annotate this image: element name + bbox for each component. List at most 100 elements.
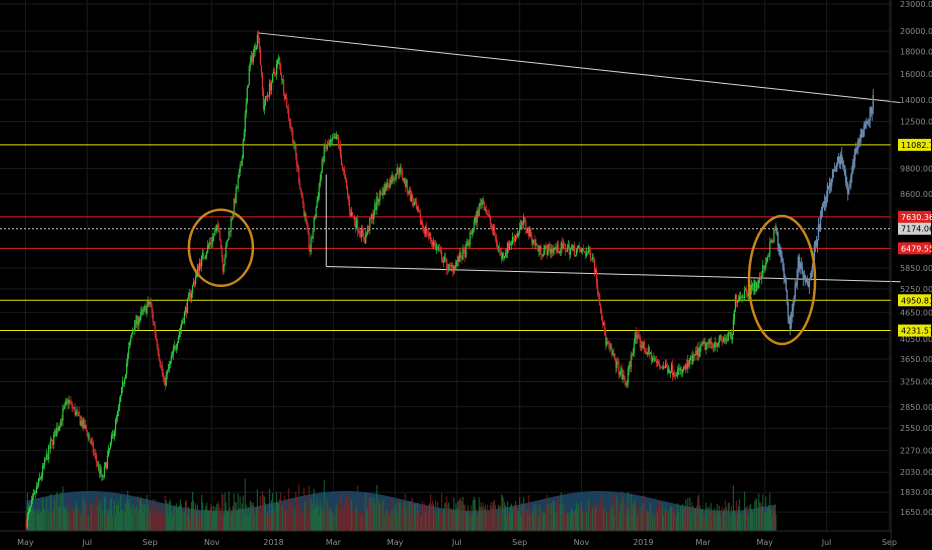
candle-body bbox=[578, 246, 581, 250]
candle-body bbox=[88, 434, 90, 440]
volume-bar bbox=[101, 510, 103, 531]
volume-bar bbox=[532, 510, 534, 531]
volume-bar bbox=[456, 507, 458, 531]
candle-body bbox=[166, 370, 168, 375]
candle-body bbox=[119, 401, 121, 407]
volume-bar bbox=[331, 512, 333, 531]
volume-bar bbox=[503, 502, 506, 531]
candle-body bbox=[459, 252, 461, 262]
projection-body bbox=[830, 178, 833, 187]
candle-body bbox=[685, 364, 687, 369]
volume-bar bbox=[223, 515, 225, 531]
volume-bar bbox=[526, 513, 528, 531]
candle-body bbox=[100, 468, 102, 477]
volume-bar bbox=[722, 511, 724, 531]
volume-bar bbox=[534, 514, 536, 531]
candle-body bbox=[149, 302, 151, 305]
projection-body bbox=[857, 140, 859, 150]
volume-bar bbox=[193, 509, 196, 531]
volume-bar bbox=[740, 512, 743, 531]
volume-bar bbox=[638, 502, 640, 531]
volume-bar bbox=[138, 510, 140, 531]
volume-bar bbox=[273, 512, 276, 531]
candle-body bbox=[449, 264, 451, 266]
candle-body bbox=[680, 369, 682, 371]
time-tick-label: Mar bbox=[326, 538, 342, 547]
candle-body bbox=[535, 243, 537, 245]
candle-body bbox=[649, 352, 651, 355]
candle-body bbox=[472, 229, 474, 234]
volume-bar bbox=[340, 494, 343, 531]
candle-body bbox=[172, 348, 174, 355]
volume-bar bbox=[481, 506, 483, 531]
projection-body bbox=[806, 279, 809, 285]
volume-bar bbox=[319, 500, 321, 531]
candle-body bbox=[221, 247, 223, 258]
projection-body bbox=[817, 224, 820, 240]
volume-bar bbox=[136, 505, 138, 531]
candle-body bbox=[53, 434, 55, 446]
candle-body bbox=[382, 188, 384, 196]
volume-bar bbox=[374, 504, 376, 531]
volume-bar bbox=[393, 508, 395, 531]
volume-bar bbox=[111, 514, 114, 531]
volume-bar bbox=[413, 504, 415, 531]
volume-bar bbox=[623, 499, 625, 531]
projection-body bbox=[824, 201, 827, 204]
volume-bar bbox=[310, 498, 312, 531]
projection-body bbox=[784, 276, 786, 281]
candle-body bbox=[610, 347, 612, 349]
candle-body bbox=[486, 213, 488, 215]
candle-body bbox=[695, 350, 697, 355]
candle-body bbox=[86, 430, 88, 436]
volume-bar bbox=[391, 511, 393, 531]
volume-bar bbox=[343, 504, 346, 531]
level-tag-label: 7174.06 bbox=[901, 225, 932, 234]
volume-bar bbox=[152, 499, 154, 531]
volume-bar bbox=[104, 498, 107, 531]
volume-bar bbox=[129, 499, 131, 531]
candle-body bbox=[48, 445, 50, 460]
candle-body bbox=[697, 347, 699, 356]
volume-bar bbox=[539, 505, 541, 531]
volume-bar bbox=[639, 512, 641, 531]
candle-body bbox=[507, 242, 510, 251]
projection-body bbox=[840, 154, 842, 165]
volume-bar bbox=[431, 500, 434, 531]
candle-body bbox=[313, 217, 315, 231]
candle-body bbox=[36, 485, 39, 487]
price-tick-label: 5850.00 bbox=[900, 264, 932, 273]
price-tick-label: 2030.00 bbox=[900, 468, 932, 477]
volume-bar bbox=[240, 509, 242, 531]
volume-bar bbox=[113, 501, 116, 531]
volume-bar bbox=[60, 493, 62, 531]
candle-body bbox=[652, 358, 654, 360]
candle-body bbox=[55, 430, 57, 437]
price-axis[interactable]: 23000.0020000.0018000.0016000.0014000.00… bbox=[900, 0, 932, 517]
volume-bar bbox=[613, 515, 615, 531]
candle-body bbox=[712, 343, 714, 348]
projection-body bbox=[790, 316, 792, 329]
volume-bar bbox=[761, 505, 763, 531]
candle-body bbox=[418, 211, 421, 213]
volume-bar bbox=[679, 515, 681, 531]
time-axis[interactable]: May Jul Sep Nov 2018 Mar May Jul Sep Nov 2019 Mar Ma… bbox=[17, 538, 897, 547]
candle-body bbox=[632, 353, 634, 356]
volume-bar bbox=[723, 508, 725, 531]
candle-body bbox=[341, 164, 344, 168]
candle-body bbox=[263, 104, 266, 110]
projection-body bbox=[785, 280, 787, 291]
volume-bar bbox=[520, 514, 522, 531]
volume-bar bbox=[142, 512, 144, 531]
volume-bar bbox=[484, 505, 486, 531]
volume-bar bbox=[92, 502, 94, 531]
candle-body bbox=[188, 293, 191, 295]
volume-bar bbox=[605, 511, 607, 531]
candle-body bbox=[76, 411, 78, 413]
candle-body bbox=[528, 227, 530, 237]
candle-body bbox=[524, 217, 526, 222]
volume-bar bbox=[144, 504, 146, 531]
volume-bar bbox=[255, 508, 257, 531]
